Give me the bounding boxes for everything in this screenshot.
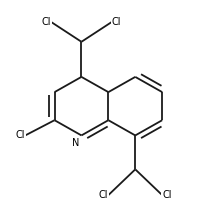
Text: Cl: Cl bbox=[112, 17, 121, 27]
Text: Cl: Cl bbox=[16, 130, 25, 140]
Text: Cl: Cl bbox=[162, 190, 172, 200]
Text: Cl: Cl bbox=[42, 17, 51, 27]
Text: N: N bbox=[72, 138, 79, 148]
Text: Cl: Cl bbox=[99, 190, 108, 200]
